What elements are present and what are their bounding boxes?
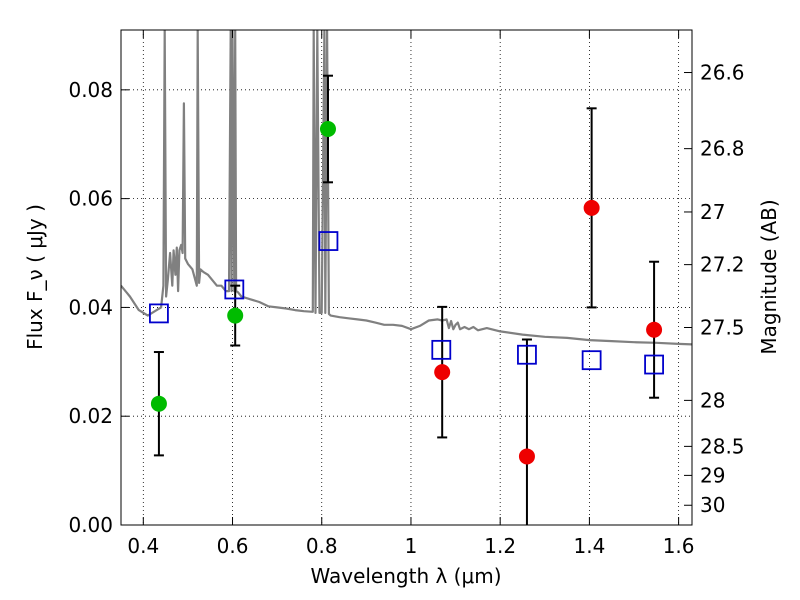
y-tick-label: 0.00 xyxy=(68,513,113,537)
axis-ticks: 0.4 0.6 0.8 1 1.2 1.4 1.6 0.00 0.02 0.04 0.06 0.08 2… xyxy=(68,30,745,558)
y-tick-label: 0.02 xyxy=(68,404,113,428)
y-tick-label: 0.08 xyxy=(68,78,113,102)
data-point xyxy=(583,199,600,216)
y-tick-label: 0.04 xyxy=(68,295,113,319)
x-tick-label: 1 xyxy=(405,534,418,558)
mag-tick-label: 28 xyxy=(700,388,725,412)
mag-tick-label: 26.8 xyxy=(700,137,745,161)
model-band-square xyxy=(644,354,664,375)
x-tick-label: 1.4 xyxy=(573,534,605,558)
data-point xyxy=(227,307,244,324)
model-band-square xyxy=(149,303,169,324)
x-tick-label: 1.6 xyxy=(663,534,695,558)
model-band-square xyxy=(517,344,537,365)
data-point xyxy=(319,121,336,137)
x-axis-title: Wavelength λ (μm) xyxy=(310,564,501,588)
y-axis-title: Flux F_ν ( μJy ) xyxy=(23,204,47,350)
mag-tick-label: 27.2 xyxy=(700,253,745,277)
mag-tick-label: 30 xyxy=(700,493,725,517)
grid-lines xyxy=(121,30,692,526)
y2-axis-title: Magnitude (AB) xyxy=(757,199,781,354)
model-band-square xyxy=(581,350,602,371)
y-tick-label: 0.06 xyxy=(68,187,113,211)
x-tick-label: 1.2 xyxy=(484,534,516,558)
mag-tick-label: 27.5 xyxy=(700,315,745,339)
plot-area xyxy=(121,30,692,525)
mag-tick-label: 28.5 xyxy=(700,434,745,458)
plot-frame xyxy=(120,29,693,526)
plot-background xyxy=(121,30,692,525)
mag-tick-label: 26.6 xyxy=(700,61,745,85)
mag-tick-label: 29 xyxy=(700,463,725,487)
model-band-square xyxy=(318,231,339,251)
mag-tick-label: 27 xyxy=(700,200,725,224)
data-point xyxy=(646,321,663,338)
data-point xyxy=(150,395,167,412)
model-spectrum-line xyxy=(121,30,692,346)
data-point xyxy=(518,448,535,465)
x-tick-label: 0.6 xyxy=(217,534,249,558)
x-tick-label: 0.4 xyxy=(127,534,159,558)
model-band-square xyxy=(224,279,245,300)
data-point xyxy=(434,364,451,381)
x-tick-label: 0.8 xyxy=(306,534,338,558)
model-band-square xyxy=(431,339,452,360)
